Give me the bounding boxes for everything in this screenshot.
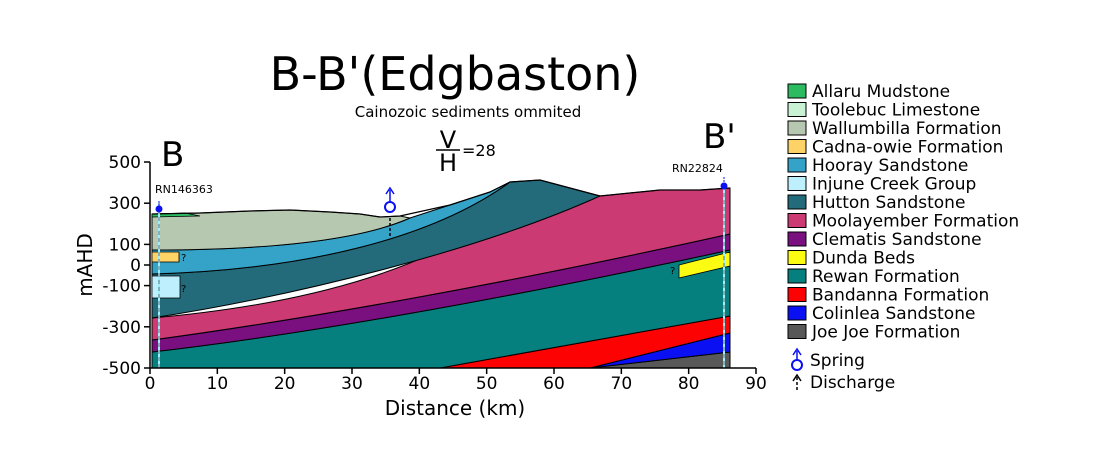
ground-surface-line	[151, 179, 731, 218]
legend-swatch-colinlea-sandstone	[787, 305, 807, 321]
layer-cadna-owie-formation	[151, 251, 180, 263]
legend-spring-icon	[791, 359, 803, 371]
unknown-mark-injune: ?	[181, 284, 186, 295]
legend-label-moolayember-formation: Moolayember Formation	[812, 212, 1019, 232]
vertical-exaggeration: V H =28	[436, 126, 496, 177]
unknown-mark-dunda: ?	[670, 266, 675, 277]
legend-swatch-dunda-beds	[787, 250, 807, 265]
y-tick-label: 500	[109, 153, 141, 173]
legend-label-bandanna-formation: Bandanna Formation	[812, 286, 989, 306]
layer-moolayember-formation	[151, 181, 731, 341]
y-axis-label: mAHD	[73, 233, 97, 297]
bore-left: RN146363	[155, 183, 213, 368]
legend-swatch-hutton-sandstone	[787, 194, 807, 210]
legend-label-dunda-beds: Dunda Beds	[812, 249, 915, 269]
x-tick-label: 30	[341, 374, 363, 394]
legend-discharge: Discharge	[792, 373, 895, 393]
bore-right-marker	[720, 182, 728, 190]
unknown-mark-cadna: ?	[181, 253, 186, 264]
legend-label-hooray-sandstone: Hooray Sandstone	[812, 156, 968, 176]
legend-label-hutton-sandstone: Hutton Sandstone	[812, 193, 965, 213]
legend-swatch-rewan-formation	[787, 268, 807, 284]
y-tick-label: -300	[102, 318, 141, 338]
legend-label-allaru-mudstone: Allaru Mudstone	[812, 82, 950, 102]
legend-label-wallumbilla-formation: Wallumbilla Formation	[812, 119, 1002, 139]
y-tick-label: 100	[109, 235, 141, 255]
legend-swatch-joe-joe-formation	[787, 324, 807, 339]
bore-right: RN22824	[672, 162, 728, 368]
layer-injune-creek-group	[151, 275, 181, 299]
bore-right-label: RN22824	[672, 162, 723, 175]
layer-dunda-beds	[678, 251, 731, 279]
exaggeration-h: H	[439, 149, 457, 177]
x-tick-label: 90	[745, 374, 767, 394]
x-tick-label: 40	[409, 374, 431, 394]
y-tick-label: -500	[102, 359, 141, 379]
figure-title: B-B'(Edgbaston)	[270, 47, 641, 101]
legend-spring: Spring	[791, 347, 865, 371]
x-tick-label: 70	[611, 374, 633, 394]
legend-label-clematis-sandstone: Clematis Sandstone	[812, 230, 982, 250]
legend-swatch-bandanna-formation	[787, 287, 807, 302]
legend-label-injune-creek-group: Injune Creek Group	[812, 175, 976, 195]
legend-swatch-wallumbilla-formation	[787, 120, 807, 136]
spring-icon	[384, 186, 396, 238]
x-tick-label: 50	[476, 374, 498, 394]
x-tick-label: 10	[207, 374, 229, 394]
section-end-label: B'	[703, 117, 736, 157]
x-axis-ticks: 0 10 20 30 40 50 60 70 80 90	[145, 368, 767, 394]
legend-spring-label: Spring	[810, 351, 865, 371]
section-start-label: B	[161, 135, 184, 175]
x-tick-label: 60	[543, 374, 565, 394]
x-axis-label: Distance (km)	[385, 396, 525, 420]
legend-swatch-allaru-mudstone	[787, 83, 807, 99]
bore-left-marker	[155, 205, 163, 213]
legend-swatch-toolebuc-limestone	[787, 102, 807, 117]
y-tick-label: 0	[130, 256, 141, 276]
exaggeration-v: V	[440, 126, 457, 154]
y-tick-label: 300	[109, 194, 141, 214]
x-tick-label: 0	[145, 374, 156, 394]
legend-discharge-label: Discharge	[810, 373, 895, 393]
legend-label-cadna-owie-formation: Cadna-owie Formation	[812, 138, 1003, 158]
x-tick-label: 80	[678, 374, 700, 394]
legend-label-colinlea-sandstone: Colinlea Sandstone	[812, 304, 975, 324]
legend-swatch-injune-creek-group	[787, 176, 807, 191]
exaggeration-value: =28	[462, 141, 496, 160]
legend-swatch-moolayember-formation	[787, 213, 807, 228]
legend-label-rewan-formation: Rewan Formation	[812, 267, 960, 287]
legend-label-joe-joe-formation: Joe Joe Formation	[811, 323, 960, 343]
x-tick-label: 20	[274, 374, 296, 394]
legend-label-toolebuc-limestone: Toolebuc Limestone	[811, 101, 980, 121]
legend-swatch-clematis-sandstone	[787, 231, 807, 247]
legend-swatch-hooray-sandstone	[787, 157, 807, 173]
legend-swatch-cadna-owie-formation	[787, 139, 807, 154]
y-tick-label: -100	[102, 277, 141, 297]
bore-left-label: RN146363	[155, 183, 213, 196]
geology-layers	[151, 179, 731, 368]
figure-subtitle: Cainozoic sediments ommited	[355, 103, 582, 121]
